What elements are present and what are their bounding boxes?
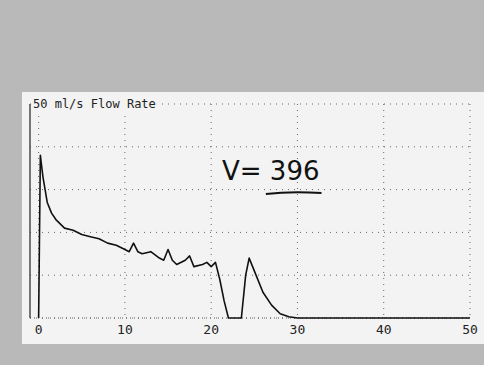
chart: 0 10 20 30 40 50 50 ml/s Flow Rate V= 396: [0, 0, 484, 365]
annotation: V= 396: [222, 156, 319, 186]
paper: [22, 92, 484, 344]
grid-line-y: [30, 232, 470, 233]
title: 50 ml/s Flow Rate: [33, 97, 156, 111]
flow-line: [39, 155, 470, 318]
grid-line-y: [30, 146, 470, 147]
grid-line-x: [383, 104, 384, 318]
x-tick-label: 0: [35, 322, 43, 337]
plot-area: [39, 155, 470, 318]
grid-line-x: [124, 104, 125, 318]
annotation-underline: [266, 192, 322, 194]
y-axis: [29, 104, 30, 318]
grid-line-y: [30, 275, 470, 276]
grid-line-y: [30, 189, 470, 190]
grid-line-x: [470, 104, 471, 318]
x-tick-label: 40: [376, 322, 392, 337]
x-tick-label: 20: [203, 322, 219, 337]
x-tick-label: 10: [117, 322, 133, 337]
title-ground: [32, 96, 157, 112]
grid-line-x: [211, 104, 212, 318]
x-tick-label: 50: [462, 322, 478, 337]
x-tick-label: 30: [290, 322, 306, 337]
grid-line-x: [297, 104, 298, 318]
